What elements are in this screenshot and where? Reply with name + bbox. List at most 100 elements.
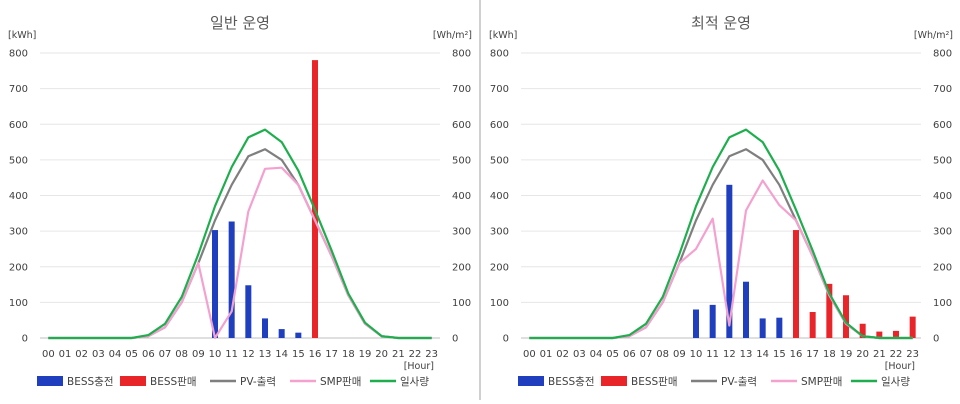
chart-title: 일반 운영 xyxy=(210,14,270,32)
y-right-tick-label: 300 xyxy=(933,227,952,238)
y-left-tick-label: 0 xyxy=(22,334,28,345)
y-left-tick-label: 400 xyxy=(9,191,28,202)
y-left-tick-label: 600 xyxy=(9,120,28,131)
y-left-tick-label: 100 xyxy=(490,298,509,309)
y-right-tick-label: 700 xyxy=(452,84,471,95)
bar-BESS충전 xyxy=(693,309,699,338)
y-right-tick-label: 400 xyxy=(452,191,471,202)
y-right-unit-label: [Wh/m²] xyxy=(914,30,953,41)
x-tick-label: 10 xyxy=(209,349,222,360)
y-right-tick-label: 800 xyxy=(452,49,471,60)
y-right-tick-label: 600 xyxy=(452,120,471,131)
x-tick-label: 06 xyxy=(623,349,636,360)
x-tick-label: 12 xyxy=(242,349,255,360)
line-SMP판매 xyxy=(48,166,432,340)
legend-swatch xyxy=(518,376,544,386)
bar-BESS충전 xyxy=(776,317,783,338)
bar-BESS충전 xyxy=(245,285,252,338)
x-tick-label: 13 xyxy=(259,349,272,360)
bar-BESS충전 xyxy=(228,221,235,338)
bar-BESS판매 xyxy=(843,295,849,338)
y-left-unit-label: [kWh] xyxy=(489,30,517,41)
bar-BESS판매 xyxy=(826,283,833,338)
y-left-tick-label: 800 xyxy=(490,49,509,60)
bar-BESS충전 xyxy=(262,318,268,338)
x-tick-label: 20 xyxy=(375,349,388,360)
y-right-tick-label: 0 xyxy=(933,334,939,345)
y-left-tick-label: 400 xyxy=(490,191,509,202)
x-tick-label: 11 xyxy=(706,349,719,360)
y-left-tick-label: 800 xyxy=(9,49,28,60)
y-right-tick-label: 600 xyxy=(933,120,952,131)
x-tick-label: 08 xyxy=(175,349,188,360)
y-left-tick-label: 500 xyxy=(9,155,28,166)
bar-BESS판매 xyxy=(909,316,916,338)
x-tick-label: 17 xyxy=(325,349,338,360)
x-tick-label: 00 xyxy=(523,349,536,360)
legend-swatch xyxy=(37,376,63,386)
x-tick-label: 21 xyxy=(873,349,886,360)
legend-swatch xyxy=(120,376,146,386)
y-right-tick-label: 800 xyxy=(933,49,952,60)
x-tick-label: 22 xyxy=(409,349,422,360)
x-tick-label: 17 xyxy=(806,349,819,360)
bar-BESS충전 xyxy=(759,318,766,338)
bar-BESS충전 xyxy=(709,304,716,338)
y-left-tick-label: 600 xyxy=(490,120,509,131)
x-tick-label: 01 xyxy=(540,349,553,360)
line-PV-출력 xyxy=(48,148,432,340)
x-tick-label: 18 xyxy=(342,349,355,360)
legend-label: BESS충전 xyxy=(548,376,595,388)
legend-label: BESS판매 xyxy=(631,376,678,388)
x-tick-label: 23 xyxy=(906,349,919,360)
bar-BESS충전 xyxy=(212,230,218,338)
y-right-tick-label: 200 xyxy=(933,262,952,273)
x-unit-label: [Hour] xyxy=(885,361,915,372)
x-tick-label: 19 xyxy=(840,349,853,360)
legend-label: 일사량 xyxy=(881,375,910,388)
y-right-unit-label: [Wh/m²] xyxy=(433,30,472,41)
y-right-tick-label: 300 xyxy=(452,227,471,238)
y-left-tick-label: 300 xyxy=(490,227,509,238)
bar-BESS충전 xyxy=(278,329,285,338)
chart-panel-normal: 일반 운영 [kWh] [Wh/m²] 0 0 100 100 200 200 300 300 400… xyxy=(0,0,479,400)
y-right-tick-label: 700 xyxy=(933,84,952,95)
y-right-tick-label: 100 xyxy=(933,298,952,309)
y-left-tick-label: 300 xyxy=(9,227,28,238)
x-tick-label: 05 xyxy=(125,349,138,360)
x-tick-label: 07 xyxy=(159,349,172,360)
y-left-tick-label: 0 xyxy=(503,334,509,345)
x-tick-label: 10 xyxy=(690,349,703,360)
legend-label: BESS충전 xyxy=(67,376,114,388)
x-tick-label: 12 xyxy=(723,349,736,360)
x-tick-label: 14 xyxy=(275,349,288,360)
bar-BESS충전 xyxy=(295,332,302,338)
x-tick-label: 08 xyxy=(656,349,669,360)
legend-label: SMP판매 xyxy=(801,376,842,388)
bar-BESS충전 xyxy=(726,184,733,338)
y-right-tick-label: 200 xyxy=(452,262,471,273)
line-PV-출력 xyxy=(529,148,913,340)
y-left-tick-label: 700 xyxy=(9,84,28,95)
legend-label: PV-출력 xyxy=(721,376,757,388)
x-tick-label: 05 xyxy=(606,349,619,360)
y-left-tick-label: 200 xyxy=(490,262,509,273)
bar-BESS판매 xyxy=(809,311,816,338)
legend-label: 일사량 xyxy=(400,375,429,388)
y-right-tick-label: 0 xyxy=(452,334,458,345)
x-tick-label: 21 xyxy=(392,349,405,360)
y-right-tick-label: 400 xyxy=(933,191,952,202)
line-일사량 xyxy=(529,128,913,340)
bar-BESS판매 xyxy=(312,60,318,338)
x-tick-label: 15 xyxy=(292,349,305,360)
x-tick-label: 01 xyxy=(59,349,72,360)
line-일사량 xyxy=(48,128,432,340)
chart-panel-optimal: 최적 운영 [kWh] [Wh/m²] 0 0 100 100 200 200 300 300 400… xyxy=(481,0,960,400)
x-tick-label: 16 xyxy=(309,349,322,360)
y-right-tick-label: 100 xyxy=(452,298,471,309)
panel-divider xyxy=(479,0,481,400)
x-tick-label: 13 xyxy=(740,349,753,360)
x-tick-label: 15 xyxy=(773,349,786,360)
y-left-tick-label: 700 xyxy=(490,84,509,95)
